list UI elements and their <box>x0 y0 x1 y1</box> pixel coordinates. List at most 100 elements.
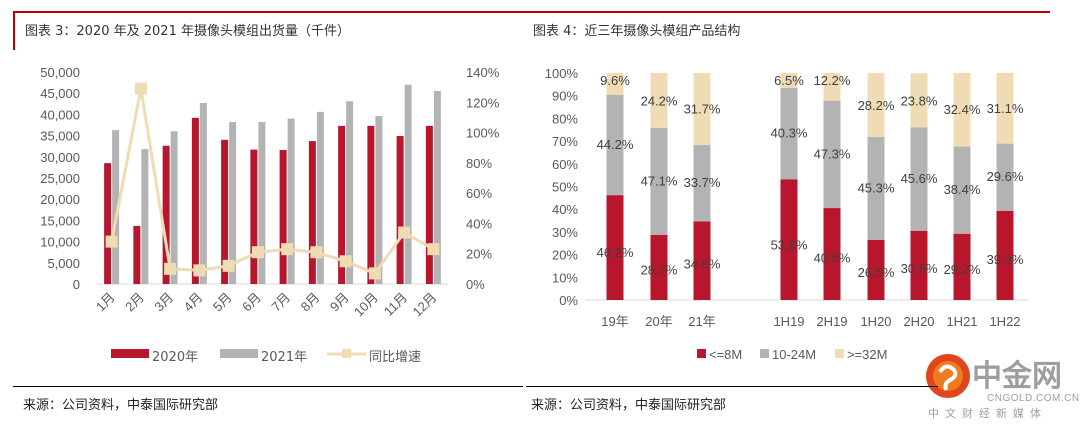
segment-le8m <box>693 221 711 300</box>
logo-tagline: 中文财经新媒体 <box>928 406 1047 420</box>
segment-le8m <box>650 234 668 300</box>
segment-le8m <box>606 195 624 300</box>
y-left-tick-label: 50,000 <box>40 65 80 80</box>
legend-label-2020: 2020年 <box>152 350 198 365</box>
legend-swatch-10-24m <box>760 349 769 358</box>
yoy-marker <box>310 246 323 259</box>
label-le8m: 39.3% <box>987 252 1024 267</box>
segment-10-24m <box>867 137 885 240</box>
label-ge32m: 24.2% <box>641 94 678 109</box>
bar-2020 <box>221 139 229 284</box>
label-le8m: 40.5% <box>814 251 851 266</box>
label-ge32m: 28.2% <box>858 98 895 113</box>
yoy-marker <box>398 226 411 239</box>
legend-swatch-ge32m <box>835 349 844 358</box>
bar-2021 <box>258 122 266 284</box>
bar-2020 <box>396 136 404 284</box>
yoy-marker <box>251 246 264 259</box>
source-rule-right <box>526 386 938 387</box>
y-left-tick-label: 25,000 <box>40 171 80 186</box>
segment-10-24m <box>780 87 798 180</box>
label-le8m: 29.2% <box>944 262 981 277</box>
bar-2021 <box>287 118 295 284</box>
yoy-marker <box>105 235 118 248</box>
bar-2021 <box>433 91 441 284</box>
label-ge32m: 31.1% <box>987 101 1024 116</box>
bar-2020 <box>308 141 316 284</box>
segment-ge32m <box>780 73 798 88</box>
bar-2020 <box>104 163 112 284</box>
x-tick-label: 12月 <box>409 290 439 320</box>
segment-ge32m <box>606 73 624 95</box>
y-tick-label: 40% <box>552 202 578 217</box>
label-le8m: 30.5% <box>901 261 938 276</box>
bar-2020 <box>367 125 375 285</box>
segment-le8m <box>867 239 885 300</box>
x-tick-label: 1H19 <box>773 314 804 329</box>
bar-2020 <box>191 117 199 285</box>
label-10-24m: 38.4% <box>944 182 981 197</box>
yoy-marker <box>134 82 147 95</box>
bar-2020 <box>338 125 346 285</box>
label-ge32m: 12.2% <box>814 73 851 88</box>
y-right-tick-label: 80% <box>466 156 492 171</box>
label-le8m: 53.2% <box>771 238 808 253</box>
chart4-source: 来源：公司资料，中泰国际研究部 <box>531 398 727 413</box>
bar-2021 <box>346 101 354 284</box>
x-tick-label: 3月 <box>151 290 176 315</box>
bar-2021 <box>141 149 149 284</box>
y-right-tick-label: 20% <box>466 247 492 262</box>
bar-2021 <box>229 122 237 284</box>
bar-2021 <box>170 131 178 284</box>
label-le8m: 34.6% <box>684 257 721 272</box>
x-tick-label: 1H20 <box>860 314 891 329</box>
label-10-24m: 40.3% <box>771 125 808 140</box>
label-ge32m: 6.5% <box>774 73 804 88</box>
bar-2020 <box>425 125 433 285</box>
x-tick-label: 1月 <box>93 290 118 315</box>
bar-2020 <box>133 225 141 284</box>
label-ge32m: 9.6% <box>600 73 630 88</box>
bar-2021 <box>112 130 120 284</box>
y-left-tick-label: 40,000 <box>40 107 80 122</box>
bar-2021 <box>199 102 207 285</box>
logo-name: 中金网 <box>972 359 1062 394</box>
segment-10-24m <box>910 127 928 231</box>
x-tick-label: 8月 <box>298 290 323 315</box>
x-tick-label: 11月 <box>381 290 410 319</box>
x-tick-label: 9月 <box>327 290 352 315</box>
segment-10-24m <box>823 100 841 209</box>
label-10-24m: 47.3% <box>814 146 851 161</box>
x-tick-label: 2月 <box>122 290 147 315</box>
yoy-marker <box>222 259 235 272</box>
legend-label-ge32m: >=32M <box>847 347 887 362</box>
source-rule-left <box>13 386 523 387</box>
yoy-marker <box>368 267 381 280</box>
chart4-title: 图表 4：近三年摄像头模组产品结构 <box>533 24 741 39</box>
x-tick-label: 21年 <box>688 314 715 329</box>
yoy-line <box>110 88 435 276</box>
shipment-chart: 0 5,000 10,000 15,000 20,000 25,000 30,000 35,0… <box>40 65 499 365</box>
label-le8m: 26.5% <box>858 265 895 280</box>
x-tick-label: 6月 <box>239 290 264 315</box>
segment-10-24m <box>693 144 711 222</box>
segment-ge32m <box>867 73 885 138</box>
label-10-24m: 33.7% <box>684 175 721 190</box>
x-tick-label: 4月 <box>181 290 206 315</box>
cngold-logo: 中金网 CNGOLD.COM.CN 中文财经新媒体 <box>926 354 1079 420</box>
y-left-tick-label: 10,000 <box>40 235 80 250</box>
segment-ge32m <box>693 73 711 145</box>
legend-label-le8m: <=8M <box>709 347 742 362</box>
y-left-tick-label: 45,000 <box>40 86 80 101</box>
bar-2021 <box>316 111 324 284</box>
y-left-tick-label: 0 <box>73 277 80 292</box>
y-left-tick-label: 30,000 <box>40 150 80 165</box>
bar-2021 <box>404 84 412 284</box>
segment-ge32m <box>996 73 1014 144</box>
x-tick-label: 2H20 <box>903 314 934 329</box>
segment-ge32m <box>650 73 668 128</box>
x-tick-label: 1H22 <box>989 314 1020 329</box>
legend-swatch-le8m <box>697 349 706 358</box>
segment-le8m <box>953 233 971 300</box>
y-right-tick-label: 120% <box>466 95 500 110</box>
